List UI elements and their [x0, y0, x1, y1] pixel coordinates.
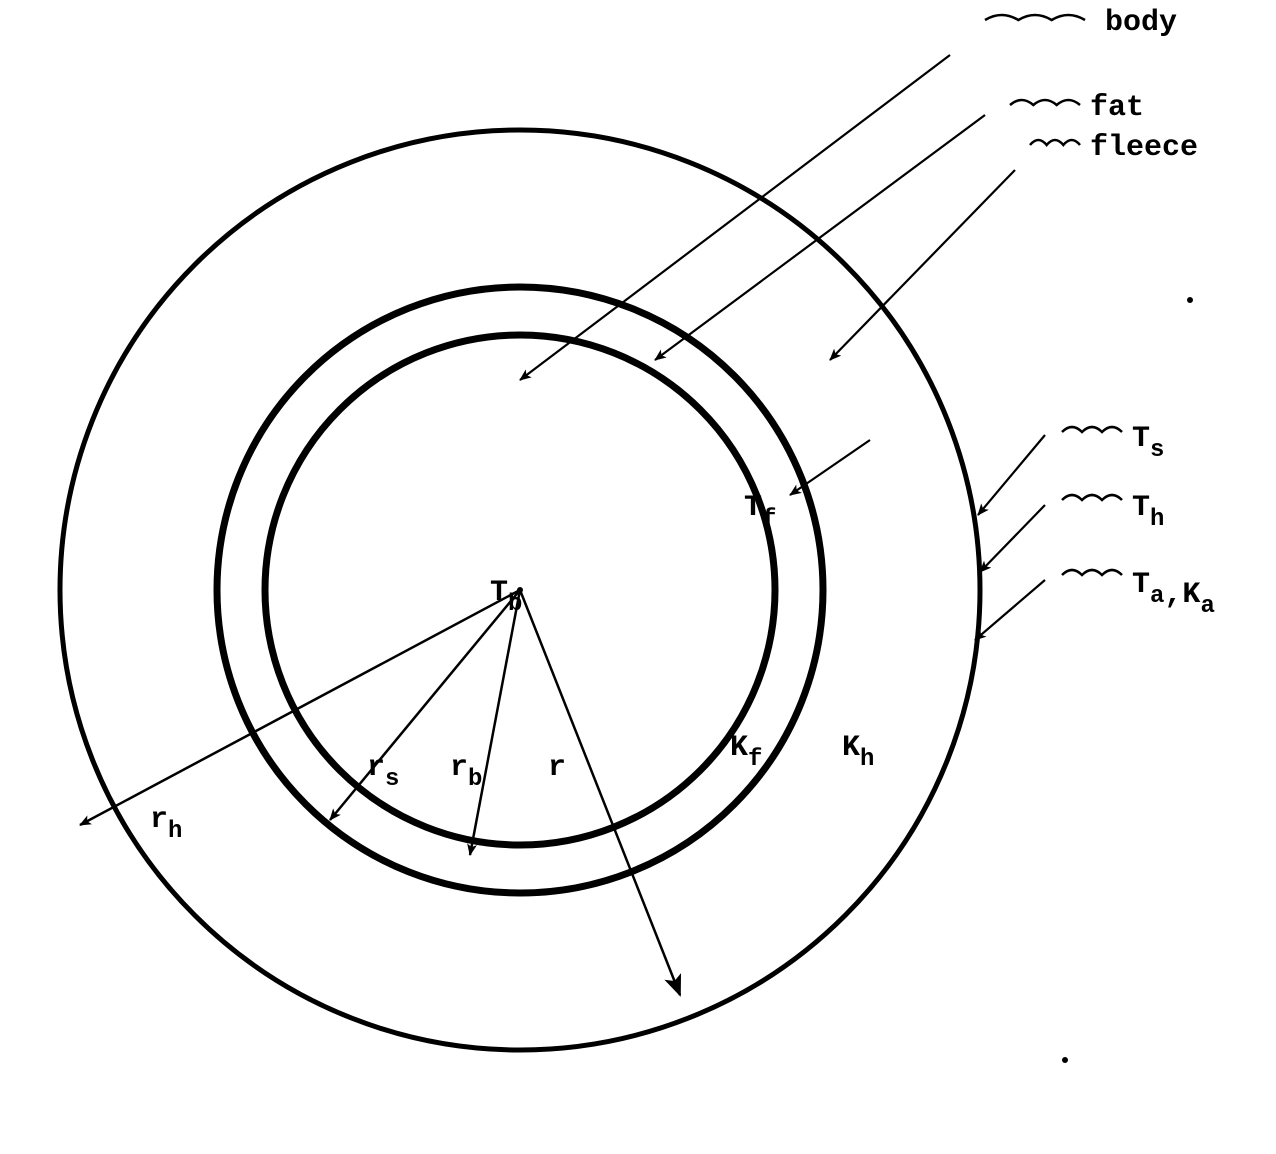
label-rs: rs — [367, 751, 399, 793]
artifact-dot — [1062, 1057, 1068, 1063]
label-body: body — [1105, 6, 1177, 40]
squiggle-Th_sq — [1062, 495, 1122, 500]
pointer-fat_arrow — [655, 115, 985, 360]
radius-arrows — [80, 587, 680, 995]
label-r: r — [548, 751, 566, 785]
label-Ts: Ts — [1132, 422, 1164, 464]
pointer-TaKa_pointer — [975, 580, 1045, 640]
radius-arrow-rb — [470, 590, 520, 855]
radius-arrow-rs — [330, 590, 520, 820]
label-Th: Th — [1132, 491, 1164, 533]
labels: rh rs rb r Tb Tf Kf Kh body fat fleece Ts Th Ta,Ka — [150, 6, 1215, 845]
pointer-Tf_pointer — [790, 440, 870, 495]
label-Kh: Kh — [842, 731, 874, 773]
radius-arrow-r — [520, 590, 680, 995]
label-TaKa: Ta,Ka — [1132, 568, 1215, 620]
squiggle-body_sq — [985, 15, 1085, 20]
pointer-fleece_arrow — [830, 170, 1015, 360]
pointer-Th_pointer — [980, 505, 1045, 572]
squiggle-fat_sq — [1010, 100, 1080, 105]
label-fat: fat — [1090, 91, 1144, 125]
label-Kf: Kf — [730, 731, 762, 773]
label-Tf: Tf — [744, 491, 776, 533]
squiggle-fleece_sq — [1030, 140, 1080, 145]
label-rh: rh — [150, 803, 182, 845]
pointer-Ts_pointer — [978, 435, 1045, 515]
squiggle-Ts_sq — [1062, 427, 1122, 432]
pointer-body_arrow — [520, 55, 950, 380]
label-rb: rb — [450, 751, 482, 793]
radius-arrow-rh — [80, 590, 520, 825]
label-fleece: fleece — [1090, 131, 1198, 165]
artifact-dot — [1187, 297, 1193, 303]
label-Tb: Tb — [490, 576, 522, 618]
squiggle-TaKa_sq — [1062, 570, 1122, 575]
thermal-layer-diagram: rh rs rb r Tb Tf Kf Kh body fat fleece Ts Th Ta,Ka — [0, 0, 1276, 1154]
